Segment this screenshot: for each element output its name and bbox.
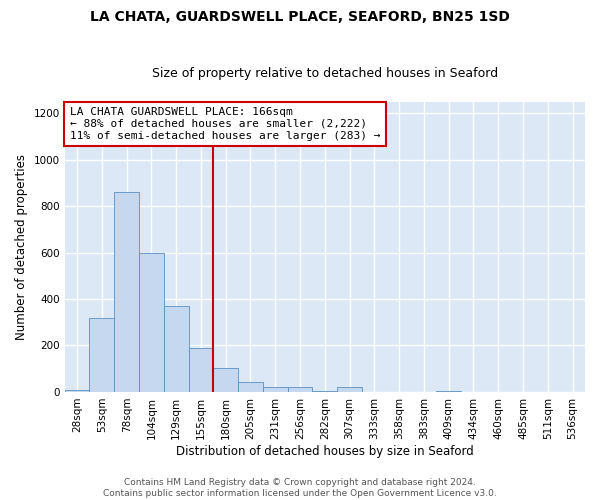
X-axis label: Distribution of detached houses by size in Seaford: Distribution of detached houses by size … (176, 444, 474, 458)
Bar (89, 318, 114, 392)
Text: Contains HM Land Registry data © Crown copyright and database right 2024.
Contai: Contains HM Land Registry data © Crown c… (103, 478, 497, 498)
Y-axis label: Number of detached properties: Number of detached properties (15, 154, 28, 340)
Bar (238, 382, 263, 392)
Bar (287, 388, 313, 392)
Text: LA CHATA GUARDSWELL PLACE: 166sqm
← 88% of detached houses are smaller (2,222)
1: LA CHATA GUARDSWELL PLACE: 166sqm ← 88% … (70, 108, 380, 140)
Bar (313, 391, 337, 392)
Bar (164, 306, 188, 392)
Bar (114, 192, 139, 392)
Bar (337, 388, 362, 392)
Title: Size of property relative to detached houses in Seaford: Size of property relative to detached ho… (152, 66, 498, 80)
Bar (139, 252, 164, 392)
Bar (214, 368, 238, 392)
Bar (263, 388, 287, 392)
Text: LA CHATA, GUARDSWELL PLACE, SEAFORD, BN25 1SD: LA CHATA, GUARDSWELL PLACE, SEAFORD, BN2… (90, 10, 510, 24)
Bar (65, 390, 89, 392)
Bar (188, 348, 214, 392)
Bar (436, 391, 461, 392)
